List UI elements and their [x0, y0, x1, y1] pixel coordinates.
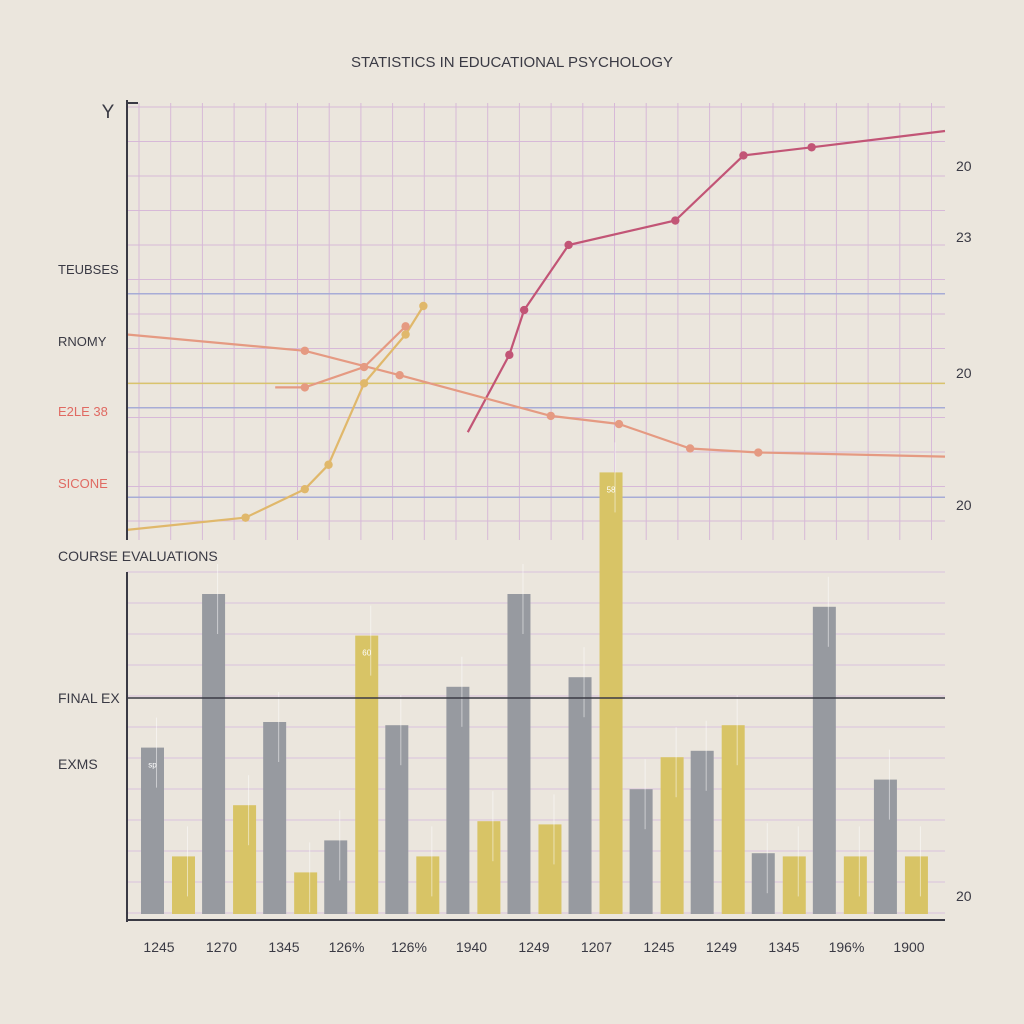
bar: [751, 853, 775, 914]
bars: [141, 442, 928, 914]
x-tick-label: 1249: [518, 939, 549, 955]
chart-labels: STATISTICS IN EDUCATIONAL PSYCHOLOGY Y C…: [58, 54, 972, 955]
data-point: [685, 444, 695, 453]
x-tick-label: 196%: [829, 939, 865, 955]
x-tick-label: 1207: [581, 939, 612, 955]
lower-left-label: FINAL EX: [58, 690, 120, 706]
data-point: [754, 448, 763, 457]
bar: [721, 725, 745, 914]
data-label: 58: [607, 485, 616, 494]
bar: [690, 750, 714, 914]
bar: [355, 635, 379, 914]
x-tick-label: 1345: [768, 939, 799, 955]
x-tick-label: 1270: [206, 939, 237, 955]
right-tick-label: 20: [956, 497, 972, 513]
bar: [233, 805, 257, 914]
bar: [324, 840, 348, 914]
data-label: sp: [148, 761, 157, 770]
line-series: [126, 129, 946, 531]
bar: [172, 856, 195, 914]
data-point: [546, 411, 556, 421]
x-tick-label: 1249: [706, 939, 737, 955]
bar: [263, 722, 287, 914]
x-tick-label: 1900: [893, 939, 924, 955]
data-point: [564, 240, 573, 250]
chart-title: STATISTICS IN EDUCATIONAL PSYCHOLOGY: [351, 54, 673, 71]
series-label: RNOMY: [58, 334, 107, 349]
bar: [385, 725, 409, 914]
right-tick-label: 23: [956, 229, 972, 245]
data-point: [739, 151, 748, 160]
bar: [538, 824, 562, 914]
bar: [599, 472, 623, 914]
x-tick-label: 1345: [268, 939, 299, 955]
data-point: [324, 460, 333, 469]
data-label: 60: [362, 649, 371, 658]
right-tick-label: 20: [956, 158, 972, 174]
axes: [126, 100, 945, 922]
x-tick-label: 1245: [143, 939, 174, 955]
series-label: SICONE: [58, 476, 108, 491]
bar: [446, 686, 470, 914]
lower-left-label: EXMS: [58, 756, 98, 772]
data-point: [300, 383, 310, 392]
data-point: [359, 379, 369, 388]
y-axis-label: Y: [102, 102, 115, 123]
data-point: [395, 371, 404, 380]
lower-right-label: 20: [956, 888, 972, 904]
bar: [629, 789, 653, 914]
data-point: [519, 305, 529, 315]
bar: [843, 856, 867, 914]
bar: [294, 872, 318, 914]
reference-lines: [127, 293, 945, 499]
panel-label: COURSE EVALUATIONS: [58, 548, 218, 564]
data-point: [300, 346, 310, 355]
x-tick-label: 126%: [329, 939, 365, 955]
data-point: [359, 362, 369, 372]
bar: [568, 677, 592, 914]
data-point: [241, 513, 250, 522]
bar: [812, 606, 836, 914]
data-point: [807, 143, 816, 152]
data-point: [671, 216, 680, 225]
x-tick-label: 126%: [391, 939, 427, 955]
data-point: [401, 322, 410, 331]
series-line: [126, 333, 946, 458]
bar: [416, 856, 440, 914]
data-point: [419, 301, 428, 311]
bar: [507, 594, 531, 914]
right-tick-label: 20: [956, 365, 972, 381]
bar: [873, 779, 897, 914]
data-point: [401, 330, 410, 339]
bar: [477, 821, 501, 914]
data-point: [614, 419, 624, 429]
data-point: [300, 484, 310, 494]
series-line: [275, 325, 407, 389]
data-point: [505, 350, 514, 360]
series-label: E2LE 38: [58, 404, 108, 419]
bar: [141, 747, 164, 914]
x-tick-label: 1245: [643, 939, 674, 955]
bar: [904, 856, 928, 914]
bar: [782, 856, 806, 914]
x-tick-label: 1940: [456, 939, 487, 955]
series-line: [466, 129, 946, 433]
upper-grid: [127, 103, 945, 540]
series-label: TEUBSES: [58, 262, 119, 277]
bar: [660, 757, 684, 914]
bar: [202, 594, 226, 914]
